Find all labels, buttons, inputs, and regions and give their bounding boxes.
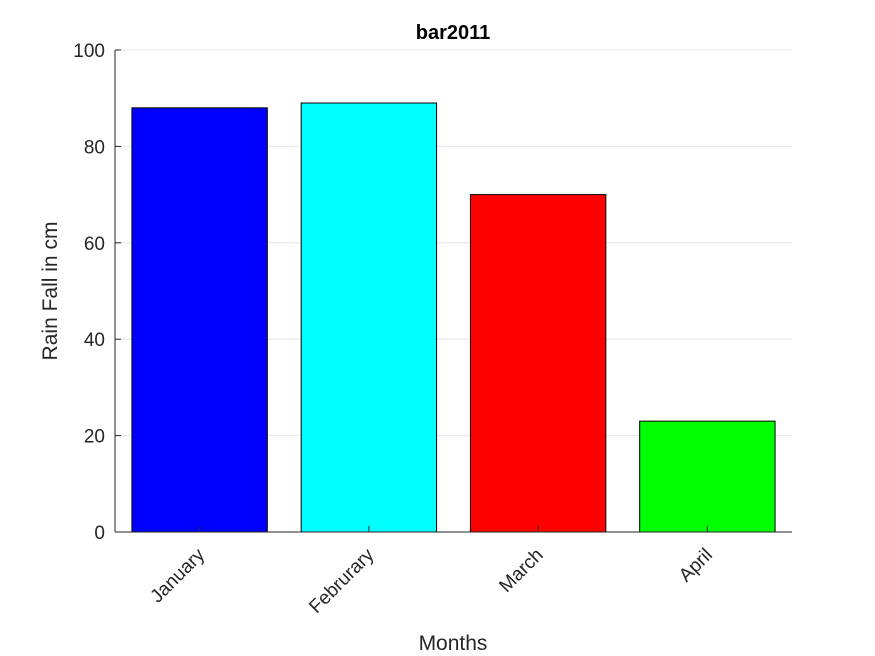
y-tick-label: 60 [84, 234, 105, 255]
bar-april [639, 420, 776, 533]
bar-january [131, 107, 268, 533]
y-axis-label: Rain Fall in cm [39, 222, 62, 361]
axes [114, 50, 792, 533]
y-tick-label: 80 [84, 137, 105, 158]
y-tick-label: 100 [73, 41, 105, 62]
y-tick-label: 20 [84, 427, 105, 448]
chart-title: bar2011 [416, 22, 491, 44]
bars [131, 102, 776, 533]
x-axis-label: Months [419, 632, 488, 655]
bar-march [469, 194, 607, 533]
y-tick-label: 0 [94, 523, 105, 544]
bar-februrary [300, 102, 438, 533]
y-tick-label: 40 [84, 330, 105, 351]
y-ticks: 0 20 40 60 80 100 [73, 41, 121, 544]
